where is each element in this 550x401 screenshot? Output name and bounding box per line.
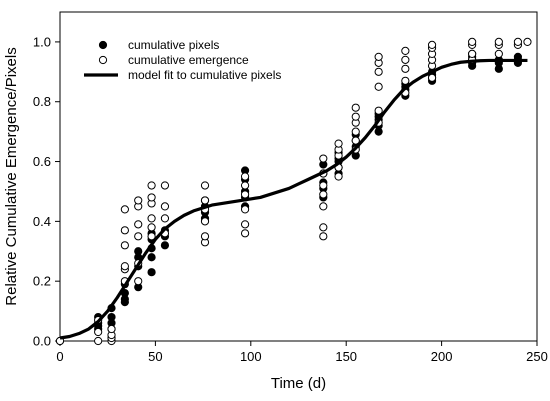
emergence-point xyxy=(351,136,360,145)
emergence-point xyxy=(200,196,210,205)
emergence-point xyxy=(319,190,328,199)
series-open-circle xyxy=(55,37,532,346)
x-axis: 0 50 100 150 200 250 xyxy=(56,341,548,364)
emergence-point xyxy=(319,202,328,211)
x-tick-label: 50 xyxy=(148,349,162,364)
emergence-point xyxy=(240,190,250,199)
series-layer xyxy=(55,37,532,346)
legend-label: model fit to cumulative pixels xyxy=(128,68,281,82)
legend-item: cumulative pixels xyxy=(98,38,219,52)
emergence-point xyxy=(351,127,360,136)
emergence-point xyxy=(494,49,503,58)
emergence-point xyxy=(240,229,250,238)
y-tick-label: 0.8 xyxy=(33,94,51,109)
y-axis: 0.0 0.2 0.4 0.6 0.8 1.0 xyxy=(33,34,60,349)
emergence-point xyxy=(134,220,143,229)
emergence-point xyxy=(120,241,129,250)
emergence-point xyxy=(94,336,103,346)
plot-frame xyxy=(59,11,538,342)
emergence-point xyxy=(160,214,170,223)
emergence-point xyxy=(240,220,250,229)
emergence-point xyxy=(240,181,250,190)
emergence-point xyxy=(468,37,477,47)
emergence-point xyxy=(319,232,328,241)
emergence-point xyxy=(240,205,250,214)
legend-label: cumulative pixels xyxy=(128,38,219,52)
emergence-point xyxy=(374,67,383,76)
series-filled-circle xyxy=(55,49,523,346)
emergence-point xyxy=(523,37,532,47)
pixels-point xyxy=(160,241,170,250)
emergence-point xyxy=(147,193,156,202)
x-tick-label: 0 xyxy=(56,349,63,364)
emergence-point xyxy=(94,327,103,337)
emergence-point xyxy=(334,172,343,181)
emergence-point xyxy=(147,181,156,190)
emergence-point xyxy=(374,106,383,115)
emergence-point xyxy=(319,223,328,232)
pixels-point xyxy=(147,253,156,262)
emergence-point xyxy=(401,55,410,64)
emergence-point xyxy=(160,181,170,190)
legend-filled-marker xyxy=(98,40,108,50)
emergence-point xyxy=(120,262,129,271)
x-axis-label: Time (d) xyxy=(271,375,326,392)
emergence-point xyxy=(334,139,343,148)
emergence-point xyxy=(494,37,503,47)
emergence-point xyxy=(147,232,156,241)
y-tick-label: 1.0 xyxy=(33,34,51,49)
emergence-point xyxy=(160,202,170,211)
emergence-point xyxy=(134,277,143,286)
emergence-point xyxy=(374,52,383,61)
emergence-point xyxy=(427,73,437,82)
x-tick-label: 150 xyxy=(335,349,357,364)
emergence-point xyxy=(240,172,250,181)
emergence-point xyxy=(374,82,383,91)
emergence-point xyxy=(134,232,143,241)
emergence-point xyxy=(319,154,328,163)
legend-open-marker xyxy=(98,55,108,65)
emergence-point xyxy=(468,49,477,58)
emergence-point xyxy=(401,46,410,55)
legend-item: cumulative emergence xyxy=(98,53,249,67)
emergence-point xyxy=(427,40,437,50)
emergence-point xyxy=(107,324,116,334)
emergence-point xyxy=(200,232,210,241)
emergence-point xyxy=(351,103,360,112)
emergence-point xyxy=(200,181,210,190)
y-tick-label: 0.2 xyxy=(33,274,51,289)
x-tick-label: 200 xyxy=(431,349,453,364)
y-tick-label: 0.4 xyxy=(33,214,51,229)
x-tick-label: 100 xyxy=(240,349,262,364)
emergence-point xyxy=(147,223,156,232)
pixels-point xyxy=(120,298,129,307)
emergence-point xyxy=(134,196,143,205)
series-line xyxy=(59,58,528,340)
emergence-point xyxy=(120,226,129,235)
legend-item: model fit to cumulative pixels xyxy=(84,68,281,82)
emergence-point xyxy=(401,76,410,85)
emergence-point xyxy=(200,217,210,226)
emergence-point xyxy=(120,205,129,214)
emergence-point xyxy=(147,214,156,223)
emergence-point xyxy=(401,64,410,73)
y-tick-label: 0.0 xyxy=(33,334,51,349)
plot-area-border xyxy=(59,11,538,342)
legend-label: cumulative emergence xyxy=(128,53,249,67)
y-axis-label: Relative Cumulative Emergence/Pixels xyxy=(3,47,20,305)
model-fit-line xyxy=(59,58,528,340)
emergence-point xyxy=(513,37,523,47)
pixels-point xyxy=(147,268,156,277)
emergence-point xyxy=(319,181,328,190)
x-tick-label: 250 xyxy=(526,349,548,364)
emergence-point xyxy=(351,112,360,121)
y-tick-label: 0.6 xyxy=(33,154,51,169)
